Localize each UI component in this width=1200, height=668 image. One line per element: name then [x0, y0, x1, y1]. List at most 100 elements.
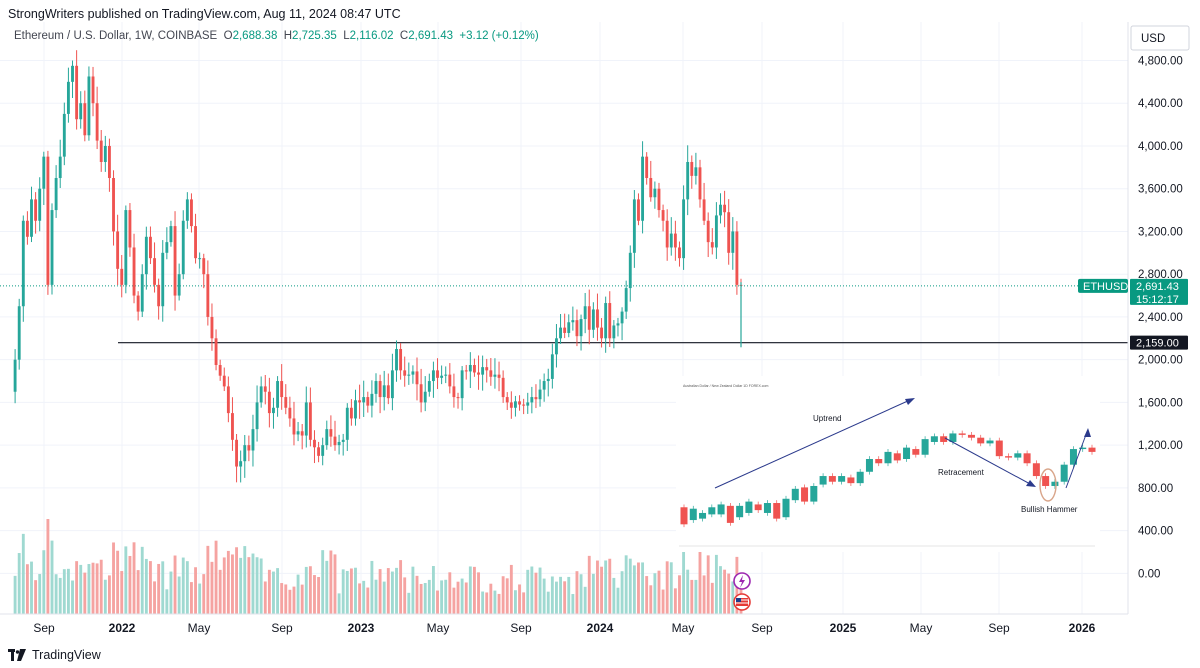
candle-body — [579, 319, 583, 337]
candle-body — [272, 407, 275, 414]
volume-bar — [42, 550, 46, 614]
volume-bar — [600, 566, 603, 614]
volume-bar — [460, 578, 464, 614]
candle-body — [185, 199, 189, 221]
volume-bar — [374, 579, 378, 614]
inset-candle-body — [699, 512, 707, 519]
price-tick-label: 4,400.00 — [1138, 98, 1183, 110]
volume-bar — [71, 580, 74, 614]
candle-body — [591, 309, 595, 330]
candle-body — [304, 402, 308, 436]
candle-body — [333, 436, 337, 446]
candle-body — [329, 429, 333, 437]
volume-bar — [218, 569, 222, 614]
inset-candle-body — [726, 505, 734, 523]
inset-candle-body — [1051, 481, 1059, 486]
inset-candle-body — [810, 485, 818, 502]
candle-body — [341, 439, 345, 442]
price-scale[interactable]: USD 4,800.00 4,400.00 4,000.00 3,600.00 3,20… — [1127, 22, 1190, 614]
candle-body — [485, 367, 489, 371]
volume-bar — [403, 577, 407, 614]
volume-bar — [235, 547, 238, 614]
candle-body — [255, 402, 259, 430]
volume-bar — [632, 565, 636, 614]
candle-body — [427, 381, 431, 392]
candle-body — [144, 236, 148, 275]
candle-body — [194, 226, 197, 259]
inset-candle-body — [1069, 449, 1077, 465]
volume-bar — [542, 578, 546, 614]
candle-body — [423, 391, 427, 403]
event-icons[interactable] — [733, 572, 751, 611]
time-tick-label: 2022 — [109, 621, 136, 635]
volume-bar — [296, 574, 300, 614]
price-tick-label: 4,000.00 — [1138, 141, 1183, 153]
candle-body — [563, 327, 567, 333]
symbol-name: Ethereum / U.S. Dollar, 1W, COINBASE — [14, 30, 218, 42]
volume-bar — [140, 546, 144, 614]
volume-bar — [157, 563, 161, 614]
inset-candle-body — [708, 507, 716, 515]
volume-bar — [165, 589, 169, 614]
candle-body — [243, 445, 247, 462]
volume-bar — [616, 587, 620, 614]
volume-bar — [399, 560, 403, 614]
candle-body — [477, 372, 480, 375]
volume-bar — [657, 570, 661, 614]
volume-bar — [608, 558, 612, 614]
volume-bar — [628, 558, 632, 614]
time-tick-label: May — [910, 621, 933, 635]
reversal-arrow — [1065, 428, 1091, 489]
candle-body — [735, 231, 739, 285]
volume-bar — [579, 574, 583, 614]
time-tick-label: 2023 — [348, 621, 375, 635]
inset-candle-body — [865, 459, 873, 472]
high-value: 2,725.35 — [292, 30, 337, 42]
volume-bar — [173, 555, 177, 614]
volume-bar — [518, 584, 521, 614]
candle-body — [276, 381, 280, 408]
volume-bar — [645, 576, 649, 614]
candle-body — [58, 156, 62, 179]
volume-bar — [153, 581, 156, 614]
close-value: 2,691.43 — [408, 30, 453, 42]
inset-candle-body — [680, 507, 688, 525]
change-value: +3.12 (+0.12%) — [459, 30, 539, 42]
volume-bar — [337, 593, 341, 614]
candle-body — [415, 371, 419, 385]
candle-body — [222, 375, 226, 387]
volume-bar — [534, 572, 538, 614]
retracement-arrow — [944, 437, 1036, 487]
symbol-legend[interactable]: Ethereum / U.S. Dollar, 1W, COINBASE O2,… — [14, 30, 539, 42]
inset-candle-body — [958, 433, 966, 435]
volume-bar — [723, 569, 727, 614]
retracement-label: Retracement — [938, 468, 985, 477]
volume-bar — [448, 572, 452, 614]
volume-bar — [38, 574, 42, 614]
volume-bar — [34, 580, 38, 614]
volume-bar — [386, 568, 390, 614]
candle-body — [30, 199, 33, 237]
open-value: 2,688.38 — [232, 30, 278, 42]
time-scale[interactable]: Sep 2022 May Sep 2023 May Sep 2024 May Sep 2025 May… — [0, 613, 1128, 635]
price-scale-ticks: 4,800.00 4,400.00 4,000.00 3,600.00 3,200.00… — [1138, 55, 1183, 580]
volume-bar — [358, 583, 362, 614]
candle-body — [411, 371, 415, 375]
volume-bar — [431, 566, 435, 614]
volume-bar — [30, 561, 33, 614]
volume-bar — [259, 558, 263, 614]
candle-body — [267, 391, 271, 414]
candle-body — [378, 381, 382, 398]
volume-bar — [714, 554, 718, 614]
volume-bar — [522, 592, 526, 614]
candle-body — [698, 167, 702, 200]
currency-box[interactable] — [1130, 25, 1190, 51]
tradingview-logo[interactable]: TradingView — [8, 648, 101, 662]
volume-bar — [132, 542, 136, 614]
candle-body — [71, 65, 74, 82]
inset-candle-body — [838, 476, 846, 482]
inset-candle-body — [875, 459, 883, 464]
candle-body — [107, 145, 111, 179]
volume-bar — [637, 562, 640, 614]
